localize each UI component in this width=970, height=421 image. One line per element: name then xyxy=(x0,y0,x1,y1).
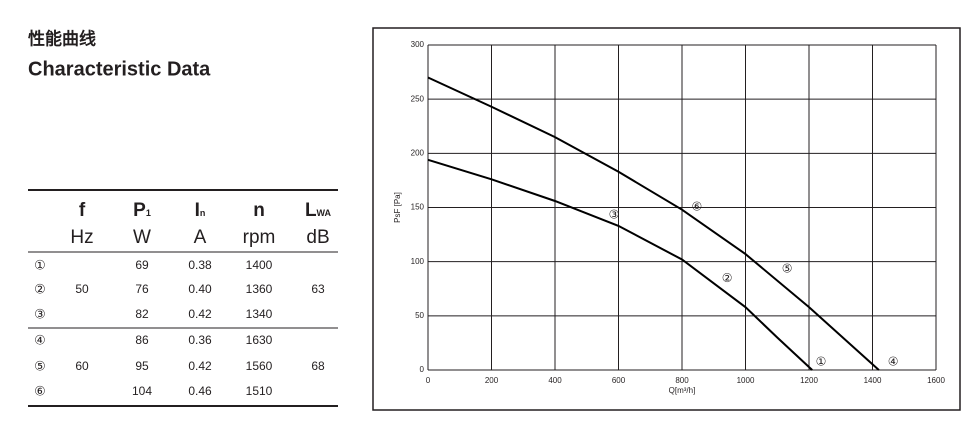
cell-i: 0.42 xyxy=(188,307,212,321)
cell-n: 1360 xyxy=(246,282,273,296)
cell-i: 0.46 xyxy=(188,384,212,398)
symbol: f xyxy=(79,200,86,221)
column-symbol: f xyxy=(79,200,86,221)
cell-id: ① xyxy=(34,257,46,272)
cell-n: 1340 xyxy=(246,307,273,321)
curve-annotation: ① xyxy=(816,355,827,369)
column-symbol: In xyxy=(195,200,206,221)
cell-n: 1400 xyxy=(246,258,273,272)
curve-annotation: ④ xyxy=(888,355,899,369)
y-tick-label: 300 xyxy=(411,40,425,49)
y-tick-label: 100 xyxy=(411,257,425,266)
curve-annotation: ⑥ xyxy=(692,200,703,214)
symbol: I xyxy=(195,200,200,221)
x-tick-label: 400 xyxy=(548,376,562,385)
y-tick-label: 50 xyxy=(415,311,424,320)
column-unit: W xyxy=(133,227,151,248)
y-tick-label: 200 xyxy=(411,148,425,157)
cell-id: ⑤ xyxy=(34,358,46,373)
x-tick-label: 0 xyxy=(426,376,431,385)
x-tick-label: 1000 xyxy=(737,376,755,385)
cell-n: 1560 xyxy=(246,359,273,373)
column-symbol: P1 xyxy=(133,200,151,221)
symbol: n xyxy=(253,200,265,221)
cell-i: 0.40 xyxy=(188,282,212,296)
y-tick-label: 150 xyxy=(411,203,425,212)
cell-p: 82 xyxy=(135,307,149,321)
x-tick-label: 600 xyxy=(612,376,626,385)
x-tick-label: 200 xyxy=(485,376,499,385)
cell-n: 1630 xyxy=(246,333,273,347)
x-tick-label: 800 xyxy=(675,376,689,385)
curve-annotation: ② xyxy=(722,271,733,285)
x-tick-label: 1400 xyxy=(864,376,882,385)
column-symbol: LWA xyxy=(305,200,332,221)
column-symbol: n xyxy=(253,200,265,221)
cell-f: 50 xyxy=(75,282,89,296)
column-unit: Hz xyxy=(70,227,93,248)
symbol-sub: 1 xyxy=(146,208,151,218)
cell-id: ⑥ xyxy=(34,383,46,398)
curve xyxy=(427,76,880,371)
curve-annotation: ③ xyxy=(609,207,620,221)
curve-annotation: ⑤ xyxy=(782,261,793,275)
column-unit: A xyxy=(194,227,207,248)
cell-lwa: 68 xyxy=(311,359,325,373)
y-tick-label: 0 xyxy=(420,365,425,374)
symbol-sub: n xyxy=(200,208,206,218)
y-tick-label: 250 xyxy=(411,94,425,103)
symbol: L xyxy=(305,200,317,221)
cell-lwa: 63 xyxy=(311,282,325,296)
cell-p: 86 xyxy=(135,333,149,347)
cell-id: ④ xyxy=(34,332,46,347)
cell-p: 69 xyxy=(135,258,149,272)
cell-f: 60 xyxy=(75,359,89,373)
title-en: Characteristic Data xyxy=(28,58,211,80)
cell-p: 104 xyxy=(132,384,152,398)
curve xyxy=(427,158,813,371)
column-unit: dB xyxy=(306,227,329,248)
cell-id: ③ xyxy=(34,306,46,321)
cell-p: 95 xyxy=(135,359,149,373)
y-axis-label: PsF [Pa] xyxy=(393,192,402,223)
x-axis-label: Q[m³/h] xyxy=(669,386,696,395)
cell-id: ② xyxy=(34,281,46,296)
cell-i: 0.38 xyxy=(188,258,212,272)
symbol: P xyxy=(133,200,146,221)
symbol-sub: WA xyxy=(317,208,332,218)
column-unit: rpm xyxy=(243,227,276,248)
chart-frame xyxy=(372,27,961,411)
cell-n: 1510 xyxy=(246,384,273,398)
cell-p: 76 xyxy=(135,282,149,296)
cell-i: 0.42 xyxy=(188,359,212,373)
cell-i: 0.36 xyxy=(188,333,212,347)
title-cn: 性能曲线 xyxy=(28,28,96,48)
x-tick-label: 1200 xyxy=(800,376,818,385)
x-tick-label: 1600 xyxy=(927,376,945,385)
